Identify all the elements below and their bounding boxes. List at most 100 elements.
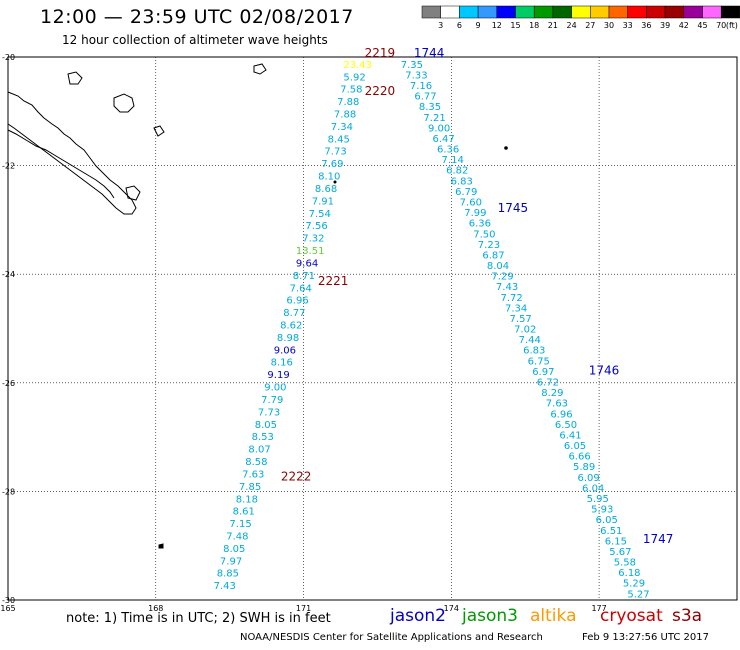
wave-height-value: 6.04 — [582, 483, 604, 494]
new-caledonia-coast — [7, 91, 137, 215]
scale-label: 6 — [457, 21, 462, 30]
wave-height-value: 7.72 — [500, 293, 522, 304]
wave-height-value: 7.99 — [464, 208, 486, 219]
wave-height-value: 6.97 — [532, 367, 554, 378]
scale-swatch — [608, 5, 628, 19]
map-title: 12:00 — 23:59 UTC 02/08/2017 — [40, 6, 354, 28]
wave-height-value: 9.19 — [267, 370, 289, 381]
wave-height-value: 6.05 — [564, 441, 586, 452]
scale-unit: (ft) — [726, 21, 738, 30]
wave-height-value: 8.10 — [318, 172, 340, 183]
scale-swatch — [646, 5, 666, 19]
wave-height-value: 7.34 — [505, 303, 527, 314]
wave-height-value: 7.32 — [302, 234, 324, 245]
wave-height-value: 6.15 — [605, 536, 627, 547]
wave-height-value: 6.87 — [482, 250, 504, 261]
wave-height-value: 8.35 — [419, 102, 441, 113]
scale-swatch — [702, 5, 722, 19]
generation-timestamp: Feb 9 13:27:56 UTC 2017 — [582, 632, 709, 643]
wave-height-value: 8.61 — [233, 507, 255, 518]
lat-tick-label: -22 — [2, 162, 15, 171]
pass-labels: 2219 1744 2220 1745 2221 1746 2222 1747 — [281, 46, 674, 546]
wave-height-value: 6.96 — [550, 409, 572, 420]
map-subtitle: 12 hour collection of altimeter wave hei… — [62, 33, 328, 47]
wave-height-value: 6.09 — [578, 473, 600, 484]
wave-height-value: 9.06 — [274, 345, 296, 356]
wave-height-value: 7.56 — [305, 221, 327, 232]
ouvea-island — [67, 71, 83, 85]
wave-height-value: 6.50 — [555, 420, 577, 431]
wave-height-value: 5.89 — [573, 462, 595, 473]
new-caledonia-inner-coast — [7, 129, 115, 199]
scale-swatch — [496, 5, 516, 19]
wave-height-value: 6.05 — [596, 515, 618, 526]
scale-label: 33 — [623, 21, 633, 30]
lon-tick-label: 174 — [444, 604, 459, 613]
pass-number-label: 1747 — [643, 532, 674, 546]
scale-swatch — [477, 5, 498, 19]
legend-s3a: s3a — [672, 606, 703, 626]
wave-height-value: 7.23 — [478, 240, 500, 251]
wave-height-value: 8.71 — [293, 271, 315, 282]
wave-height-value: 7.63 — [546, 399, 568, 410]
pass-number-label: 1745 — [498, 201, 529, 215]
scale-swatch — [459, 5, 479, 19]
wave-height-value: 7.60 — [460, 198, 482, 209]
scale-label: 12 — [492, 21, 502, 30]
wave-height-value: 8.05 — [223, 544, 245, 555]
isle-of-pines — [153, 125, 165, 137]
scale-swatch — [627, 5, 647, 19]
walpole-island — [253, 63, 267, 75]
lon-tick-label: 177 — [591, 604, 606, 613]
wave-height-value: 5.58 — [614, 558, 636, 569]
wave-height-value: 8.85 — [217, 569, 239, 580]
scale-swatch — [533, 5, 554, 19]
scale-label: 18 — [529, 21, 539, 30]
hunter-island — [504, 146, 508, 150]
track-west: 23.435.927.587.887.887.348.457.737.698.1… — [214, 60, 372, 592]
scale-swatch — [571, 5, 591, 19]
legend-cryosat: cryosat — [600, 606, 663, 626]
scale-label: 21 — [548, 21, 558, 30]
scale-label: 9 — [476, 21, 481, 30]
pass-number-label: 2222 — [281, 470, 312, 484]
wave-height-value: 6.36 — [437, 145, 459, 156]
scale-swatch — [683, 5, 703, 19]
lat-tick-label: -20 — [2, 53, 15, 62]
wave-height-value: 7.85 — [239, 482, 261, 493]
wave-height-value: 6.77 — [414, 92, 436, 103]
wave-height-value: 6.66 — [568, 452, 590, 463]
wave-height-value: 6.82 — [446, 166, 468, 177]
wave-height-value: 6.41 — [559, 430, 581, 441]
lat-tick-label: -24 — [2, 270, 15, 279]
wave-height-value: 23.43 — [343, 60, 372, 71]
altimeter-tracks: 23.435.927.587.887.887.348.457.737.698.1… — [214, 60, 650, 600]
track-east: 7.357.337.166.778.357.219.006.476.367.14… — [401, 60, 650, 600]
wave-height-value: 8.18 — [236, 494, 258, 505]
scale-swatch — [440, 5, 460, 19]
scale-label: 42 — [679, 21, 689, 30]
wave-height-value: 9.00 — [264, 383, 286, 394]
lat-tick-label: -28 — [2, 487, 15, 496]
lon-tick-label: 171 — [296, 604, 311, 613]
wave-height-value: 5.95 — [587, 494, 609, 505]
scale-label: 30 — [604, 21, 614, 30]
wave-height-value: 5.67 — [609, 547, 631, 558]
scale-label: 15 — [510, 21, 520, 30]
wave-height-value: 8.16 — [271, 358, 293, 369]
wave-height-value: 6.83 — [523, 346, 545, 357]
wave-height-value: 7.88 — [337, 97, 359, 108]
wave-height-value: 6.75 — [528, 356, 550, 367]
wave-height-value: 5.27 — [627, 589, 649, 600]
wave-height-value: 7.79 — [261, 395, 283, 406]
wave-height-value: 6.83 — [451, 176, 473, 187]
scale-label: 39 — [660, 21, 670, 30]
wave-height-value: 8.45 — [328, 134, 350, 145]
wave-height-value: 8.05 — [255, 420, 277, 431]
scale-swatch — [720, 5, 740, 19]
wave-height-value: 6.96 — [286, 296, 308, 307]
matthew-island — [333, 180, 337, 184]
scale-label: 45 — [697, 21, 707, 30]
